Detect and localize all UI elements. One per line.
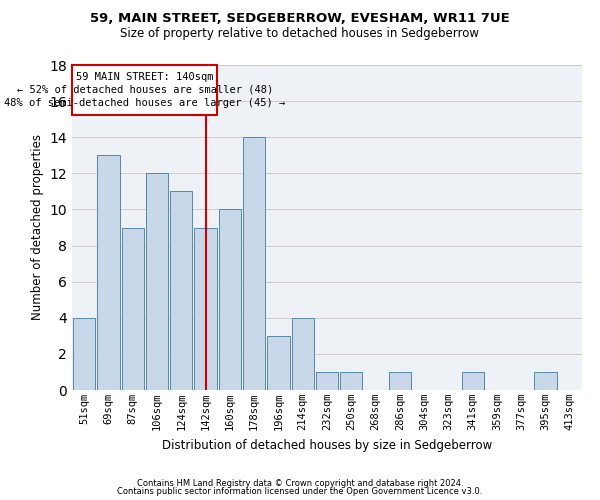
Bar — [146, 174, 168, 390]
Bar — [97, 156, 119, 390]
Text: 59 MAIN STREET: 140sqm: 59 MAIN STREET: 140sqm — [76, 72, 214, 82]
Bar — [292, 318, 314, 390]
Bar — [535, 372, 557, 390]
Bar — [461, 372, 484, 390]
Bar — [73, 318, 95, 390]
Y-axis label: Number of detached properties: Number of detached properties — [31, 134, 44, 320]
Text: Contains HM Land Registry data © Crown copyright and database right 2024.: Contains HM Land Registry data © Crown c… — [137, 478, 463, 488]
X-axis label: Distribution of detached houses by size in Sedgeberrow: Distribution of detached houses by size … — [162, 438, 492, 452]
Bar — [316, 372, 338, 390]
Bar — [340, 372, 362, 390]
Text: ← 52% of detached houses are smaller (48): ← 52% of detached houses are smaller (48… — [17, 85, 273, 95]
Bar — [218, 210, 241, 390]
Text: Size of property relative to detached houses in Sedgeberrow: Size of property relative to detached ho… — [121, 28, 479, 40]
Bar — [267, 336, 290, 390]
Bar — [170, 192, 193, 390]
Bar — [243, 137, 265, 390]
FancyBboxPatch shape — [73, 65, 217, 114]
Text: 48% of semi-detached houses are larger (45) →: 48% of semi-detached houses are larger (… — [4, 98, 286, 108]
Bar — [194, 228, 217, 390]
Bar — [389, 372, 411, 390]
Text: Contains public sector information licensed under the Open Government Licence v3: Contains public sector information licen… — [118, 487, 482, 496]
Text: 59, MAIN STREET, SEDGEBERROW, EVESHAM, WR11 7UE: 59, MAIN STREET, SEDGEBERROW, EVESHAM, W… — [90, 12, 510, 26]
Bar — [122, 228, 144, 390]
